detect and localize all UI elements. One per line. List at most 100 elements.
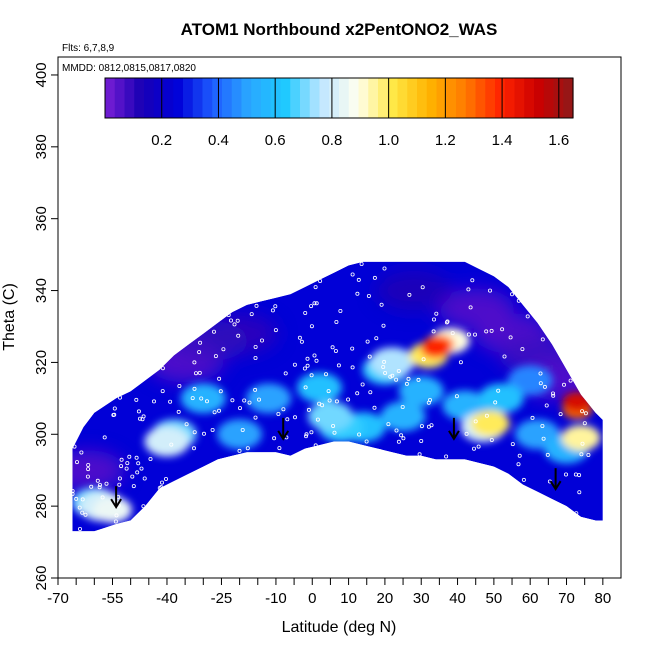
- sample-dot-211: [564, 472, 569, 477]
- sample-dot-14: [292, 362, 297, 367]
- sample-dot-38: [562, 382, 567, 387]
- sample-dot-257: [366, 293, 371, 298]
- colorbar-swatch-23: [329, 78, 340, 118]
- sample-dot-19: [151, 399, 156, 404]
- chart-title: ATOM1 Northbound x2PentONO2_WAS: [181, 20, 498, 39]
- sample-dot-140: [365, 339, 370, 344]
- sample-dot-205: [85, 474, 90, 479]
- sample-dot-29: [431, 329, 436, 334]
- sample-dot-48: [312, 301, 317, 306]
- hotspot-16: [297, 372, 343, 403]
- arrow-marker-0: [110, 486, 122, 510]
- colorbar-swatch-41: [504, 78, 516, 118]
- sample-dot-40: [364, 439, 369, 444]
- sample-dot-98: [419, 424, 424, 429]
- sample-dot-223: [400, 404, 405, 409]
- sample-dot-178: [77, 505, 82, 510]
- sample-dot-231: [80, 510, 85, 515]
- sample-dot-208: [297, 335, 302, 340]
- sample-dot-187: [124, 466, 129, 471]
- colorbar-swatch-3: [134, 78, 145, 118]
- arrow-marker-3: [549, 468, 562, 492]
- sample-dot-236: [204, 399, 209, 404]
- sample-dot-253: [237, 406, 242, 411]
- sample-dot-233: [78, 527, 83, 532]
- sample-dot-93: [468, 305, 473, 310]
- colorbar-swatch-19: [290, 78, 301, 118]
- sample-dot-54: [420, 285, 425, 290]
- sample-dot-193: [484, 413, 489, 418]
- sample-dot-115: [102, 435, 107, 440]
- sample-dot-175: [228, 318, 233, 323]
- arrow-marker-2: [448, 417, 460, 441]
- sample-dot-172: [80, 497, 85, 502]
- arrow-marker-1: [277, 417, 290, 441]
- colorbar-swatch-44: [534, 78, 545, 118]
- colorbar-swatch-42: [514, 78, 525, 118]
- sample-dot-43: [434, 311, 439, 316]
- sample-dot-149: [304, 432, 309, 437]
- x-axis-label: Latitude (deg N): [282, 619, 397, 636]
- flights-annotation: Flts: 6,7,8,9: [62, 43, 115, 54]
- colorbar-tick-label-0: 0.2: [151, 132, 172, 149]
- colorbar-swatch-36: [456, 78, 467, 118]
- sample-dot-202: [281, 407, 286, 412]
- y-tick-label-4: 340: [33, 278, 50, 303]
- hotspot-22: [380, 401, 426, 432]
- sample-dot-244: [338, 308, 343, 313]
- sample-dot-160: [381, 323, 386, 328]
- x-tick-label-2: -40: [156, 590, 178, 607]
- colorbar: 0.2 0.4 0.6 0.8 1.0 1.2 1.4 1.6: [104, 77, 574, 149]
- colorbar-swatch-15: [251, 78, 262, 118]
- sample-dot-52: [83, 512, 88, 517]
- x-tick-label-8: 30: [413, 590, 430, 607]
- sample-dot-107: [388, 374, 393, 379]
- sample-dot-150: [541, 436, 546, 441]
- sample-dot-13: [577, 490, 582, 495]
- sample-dot-190: [542, 384, 547, 389]
- sample-dot-124: [458, 360, 463, 365]
- sample-dot-91: [586, 452, 591, 457]
- y-axis-label: Theta (C): [1, 283, 18, 351]
- sample-dot-229: [466, 287, 471, 292]
- sample-dot-186: [130, 474, 135, 479]
- sample-dot-66: [401, 436, 406, 441]
- sample-dot-94: [336, 363, 341, 368]
- colorbar-swatch-25: [348, 78, 360, 118]
- hotspot-6: [562, 391, 593, 412]
- sample-dot-174: [404, 381, 409, 386]
- colorbar-frame: [104, 77, 574, 119]
- sample-dot-108: [510, 442, 515, 447]
- sample-dot-60: [332, 430, 337, 435]
- x-axis: -70 -55 -40 -25 -10 0 10 20 30 40 50 60 70 80: [47, 578, 611, 607]
- sample-dot-191: [259, 338, 264, 343]
- colorbar-swatch-20: [300, 78, 311, 118]
- colorbar-tick-label-5: 1.2: [435, 132, 456, 149]
- x-tick-label-0: -70: [47, 590, 69, 607]
- sample-dot-103: [89, 484, 94, 489]
- colorbar-swatch-32: [417, 78, 428, 118]
- heatmap-field: [72, 261, 603, 532]
- y-tick-label-7: 400: [33, 62, 50, 87]
- sample-dot-42: [184, 422, 189, 427]
- sample-dot-6: [419, 438, 424, 443]
- sample-dot-215: [273, 328, 278, 333]
- y-tick-label-5: 360: [33, 206, 50, 231]
- sample-dot-246: [583, 411, 588, 416]
- sample-dot-123: [253, 415, 258, 420]
- y-tick-label-2: 300: [33, 422, 50, 447]
- sample-dot-131: [382, 266, 387, 271]
- sample-dot-213: [551, 391, 556, 396]
- colorbar-swatch-27: [368, 78, 379, 118]
- sample-dot-165: [117, 482, 122, 487]
- plot-frame: [57, 56, 622, 579]
- sample-dot-41: [242, 398, 247, 403]
- hotspot-28: [507, 365, 553, 396]
- sample-dot-58: [355, 291, 360, 296]
- x-tick-label-10: 50: [486, 590, 503, 607]
- sample-dot-39: [466, 332, 471, 337]
- sample-dot-51: [545, 452, 550, 457]
- sample-dot-201: [471, 446, 476, 451]
- sample-dot-142: [508, 335, 513, 340]
- colorbar-swatch-8: [183, 78, 194, 118]
